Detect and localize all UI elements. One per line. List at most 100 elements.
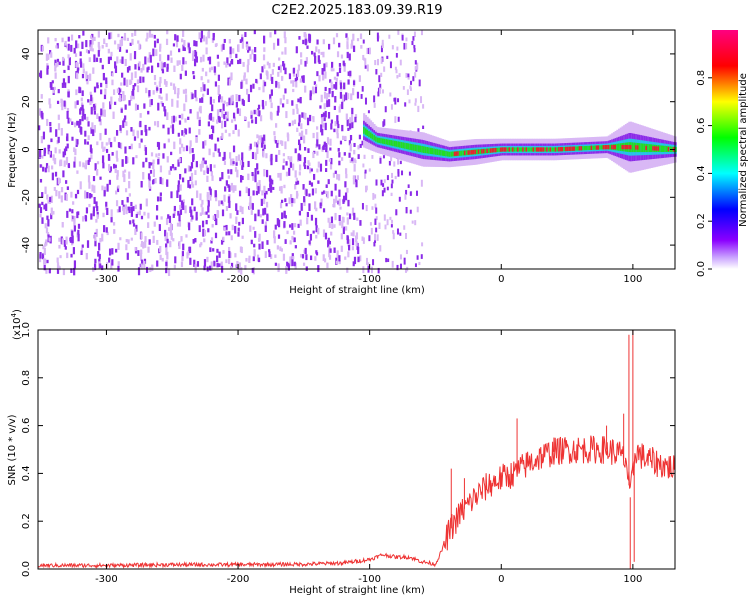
spectrogram-noise-cell: [134, 247, 137, 251]
spectrogram-noise-cell: [41, 45, 44, 52]
spectrogram-noise-cell: [167, 54, 170, 61]
spectrogram-noise-cell: [166, 156, 169, 163]
spectrogram-noise-cell: [295, 81, 298, 88]
spectrogram-noise-cell: [245, 257, 248, 262]
spectrogram-ridge-mid: [409, 143, 412, 150]
spectrogram-noise-cell: [57, 89, 60, 94]
spectrogram-noise-cell: [151, 33, 154, 38]
spectrogram-noise-cell: [74, 101, 77, 109]
spectrogram-noise-cell: [207, 205, 210, 213]
spectrogram-noise-cell: [361, 86, 364, 92]
spectrogram-noise-cell: [44, 223, 47, 229]
spectrogram-noise-cell: [150, 162, 153, 166]
spectrogram-noise-cell: [91, 37, 94, 45]
spectrogram-noise-cell: [288, 73, 292, 80]
spectrogram-noise-cell: [351, 107, 354, 115]
spectrogram-noise-cell: [183, 103, 186, 112]
spectrogram-noise-cell: [54, 147, 57, 154]
spectrogram-noise-cell: [395, 209, 398, 216]
spectrogram-ridge-core: [564, 146, 568, 152]
spectrogram-noise-cell: [125, 130, 129, 136]
spectrogram-ridge-mid: [585, 145, 588, 151]
spectrogram-noise-cell: [337, 147, 340, 152]
spectrogram-noise-cell: [227, 258, 231, 265]
spectrogram-noise-cell: [57, 123, 61, 131]
spectrogram-noise-cell: [248, 46, 251, 51]
spectrogram-noise-cell: [212, 215, 215, 220]
spectrogram-noise-cell: [338, 255, 341, 262]
spectrogram-noise-cell: [134, 64, 137, 70]
spectrogram-noise-cell: [291, 223, 294, 230]
spectrogram-noise-cell: [191, 198, 194, 206]
spectrogram-noise-cell: [76, 139, 79, 145]
spectrogram-noise-cell: [202, 141, 205, 149]
spectrogram-noise-cell: [46, 67, 49, 75]
spectrogram-noise-cell: [234, 124, 237, 130]
spectrogram-noise-cell: [101, 233, 104, 242]
spectrogram-noise-cell: [47, 219, 50, 227]
spectrogram-noise-cell: [367, 262, 370, 266]
spectrogram-noise-cell: [315, 207, 318, 212]
spectrogram-noise-cell: [93, 109, 96, 115]
spectrogram-noise-cell: [53, 158, 56, 164]
spectrogram-noise-cell: [299, 78, 302, 83]
spectrogram-noise-cell: [132, 157, 135, 165]
spectrogram-noise-cell: [297, 153, 300, 161]
spectrogram-noise-cell: [264, 225, 267, 232]
spectrogram-noise-cell: [304, 112, 307, 120]
spectrogram-noise-cell: [264, 207, 267, 215]
spectrogram-noise-cell: [140, 232, 143, 239]
spectrogram-noise-cell: [354, 114, 358, 118]
spectrogram-noise-cell: [138, 210, 142, 216]
spectrogram-noise-cell: [239, 39, 242, 43]
spectrogram-noise-cell: [325, 142, 328, 151]
spectrogram-noise-cell: [150, 99, 153, 106]
spectrogram-ridge-core: [614, 144, 617, 150]
spectrogram-ridge-mid: [640, 143, 643, 153]
spectrogram-ridge-core: [554, 147, 558, 152]
spectrogram-noise-cell: [116, 186, 120, 193]
spectrogram-noise-cell: [179, 194, 182, 202]
spectrogram-noise-cell: [91, 184, 94, 192]
spectrogram-noise-cell: [182, 199, 185, 203]
spectrogram-noise-cell: [92, 206, 95, 213]
spectrogram-noise-cell: [263, 139, 266, 146]
spectrogram-ridge-core: [602, 145, 606, 150]
spectrogram-noise-cell: [245, 186, 248, 194]
spectrogram-noise-cell: [206, 191, 209, 198]
spectrogram-noise-cell: [319, 105, 322, 109]
spectrogram-noise-cell: [238, 108, 242, 117]
spectrogram-noise-cell: [196, 111, 199, 120]
spectrogram-noise-cell: [260, 135, 263, 143]
spectrogram-noise-cell: [109, 101, 112, 110]
spectrogram-noise-cell: [326, 191, 329, 199]
spectrogram-noise-cell: [189, 257, 192, 265]
spectrogram-noise-cell: [273, 135, 277, 142]
spectrogram-noise-cell: [262, 208, 265, 216]
spectrogram-noise-cell: [179, 208, 183, 215]
spectrogram-noise-cell: [324, 122, 327, 131]
spectrogram-noise-cell: [230, 119, 234, 123]
spectrogram-ridge-mid: [530, 147, 533, 152]
spectrogram-noise-cell: [230, 235, 233, 241]
spectrogram-ridge-mid: [445, 151, 448, 157]
spectrogram-noise-cell: [117, 43, 120, 50]
spectrogram-noise-cell: [184, 168, 187, 174]
spectrogram-noise-cell: [253, 54, 256, 62]
spectrogram-noise-cell: [228, 200, 231, 209]
spectrogram-noise-cell: [107, 153, 111, 161]
spectrogram-noise-cell: [142, 63, 145, 71]
spectrogram-noise-cell: [108, 32, 111, 40]
snr-series: [37, 330, 676, 569]
spectrogram-noise-cell: [329, 248, 332, 253]
spectrogram-noise-cell: [326, 150, 329, 159]
spectrogram-noise-cell: [228, 78, 231, 86]
spectrogram-noise-cell: [132, 88, 135, 97]
spectrogram-noise-cell: [149, 99, 152, 108]
spectrogram-noise-cell: [138, 61, 141, 67]
spectrogram-noise-cell: [109, 56, 112, 61]
spectrogram-noise-cell: [63, 160, 66, 167]
spectrogram-noise-cell: [51, 80, 54, 84]
spectrogram-noise-cell: [71, 121, 74, 125]
spectrogram-noise-cell: [122, 170, 125, 178]
